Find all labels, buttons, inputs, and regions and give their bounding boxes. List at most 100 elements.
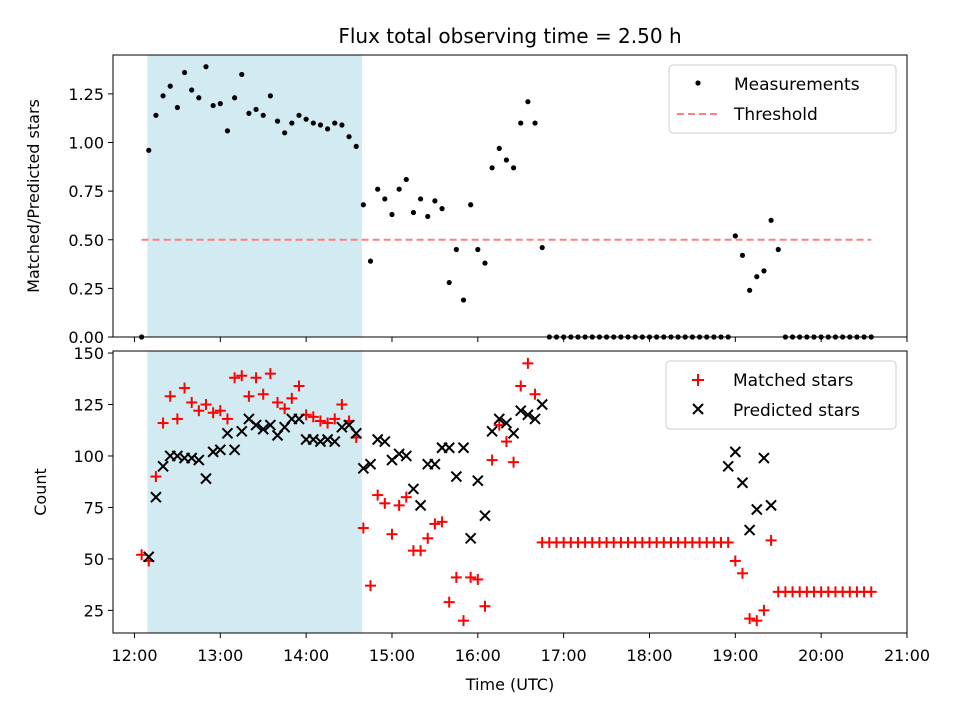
matched-star-point <box>214 405 226 417</box>
matched-star-point <box>429 518 441 530</box>
measurement-point <box>353 143 359 150</box>
predicted-star-point <box>507 427 520 440</box>
measurement-point <box>453 246 459 253</box>
predicted-star-point <box>236 425 248 437</box>
x-tick-label: 13:00 <box>197 646 243 665</box>
measurement-point <box>239 71 245 78</box>
matched-star-point <box>393 499 405 511</box>
predicted-star-point <box>143 551 155 563</box>
measurement-point <box>754 274 760 280</box>
matched-star-point <box>479 600 491 612</box>
measurement-point <box>196 95 202 101</box>
predicted-star-point <box>157 460 169 472</box>
matched-star-point <box>236 370 248 382</box>
predicted-star-point <box>393 448 405 460</box>
bottom-panel: 25 50 75 100 125 150 12:00 13:00 14:00 15:00 16:0… <box>31 344 930 694</box>
measurement-point <box>153 112 159 118</box>
matched-star-point <box>500 436 512 448</box>
top-legend-box <box>668 64 897 134</box>
predicted-star-point <box>350 427 362 440</box>
matched-star-point <box>493 419 505 431</box>
bottom-y-tick-label: 150 <box>73 344 104 363</box>
measurement-point <box>203 64 209 70</box>
matched-star-point <box>264 368 276 380</box>
measurement-point <box>210 102 216 109</box>
matched-star-point <box>515 380 527 392</box>
chart-title: Flux total observing time = 2.50 h <box>338 24 681 48</box>
measurement-point <box>375 186 381 192</box>
matched-star-point <box>279 403 291 415</box>
measurement-point <box>460 297 467 303</box>
predicted-star-point <box>293 413 305 425</box>
x-tick-label: 18:00 <box>626 646 672 665</box>
matched-star-point <box>322 417 334 429</box>
predicted-star-point <box>758 452 770 464</box>
predicted-legend-label: Predicted stars <box>733 401 860 421</box>
matched-star-point <box>243 390 255 402</box>
matched-star-point <box>372 489 384 501</box>
measurement-point <box>532 120 538 126</box>
matched-star-point <box>293 380 305 392</box>
bottom-y-tick-label: 125 <box>73 396 104 415</box>
bottom-y-tick-label: 50 <box>84 550 104 569</box>
measurement-point <box>417 196 424 202</box>
measurement-point <box>446 279 452 286</box>
measurement-point <box>403 176 409 183</box>
measurement-point <box>360 202 366 208</box>
measurement-point <box>389 211 395 218</box>
measurement-point <box>289 120 295 126</box>
measurement-point <box>747 287 753 293</box>
measurement-point <box>339 122 345 128</box>
top-y-tick-label: 0.00 <box>68 328 104 347</box>
predicted-star-point <box>536 398 548 411</box>
matched-star-point <box>758 604 770 616</box>
predicted-star-point <box>515 404 527 417</box>
measurement-point <box>732 233 738 239</box>
matched-star-point <box>221 413 233 425</box>
matched-legend-marker <box>692 374 704 386</box>
predicted-star-point <box>314 435 327 448</box>
matched-star-point <box>722 536 734 548</box>
top-y-tick-label: 0.25 <box>68 279 104 298</box>
matched-star-point <box>257 388 269 400</box>
top-y-tick-label: 0.50 <box>68 231 104 250</box>
predicted-star-point <box>379 435 391 448</box>
measurement-point <box>232 95 238 101</box>
bottom-panel-frame <box>112 350 908 634</box>
measurement-point <box>217 101 223 107</box>
measurement-point <box>146 147 152 153</box>
bottom-y-tick-label: 75 <box>84 498 104 517</box>
predicted-star-point <box>307 433 319 446</box>
matched-star-point <box>386 528 398 540</box>
matched-star-point <box>179 382 191 394</box>
predicted-star-point <box>729 446 742 458</box>
predicted-star-point <box>250 419 262 431</box>
x-tick-label: 15:00 <box>369 646 415 665</box>
matched-star-point <box>250 372 262 384</box>
measurement-point <box>489 165 495 171</box>
measurement-point <box>253 106 259 113</box>
measurement-point <box>167 83 173 89</box>
measurement-point <box>410 209 417 216</box>
measurement-point <box>475 246 481 253</box>
predicted-star-point <box>457 442 470 454</box>
predicted-star-point <box>185 452 198 464</box>
x-tick-label: 19:00 <box>712 646 758 665</box>
predicted-star-point <box>407 483 420 495</box>
predicted-legend-marker <box>692 403 704 415</box>
predicted-star-point <box>364 458 377 470</box>
bottom-legend: Matched stars Predicted stars <box>665 360 897 430</box>
predicted-star-point <box>500 417 513 429</box>
matched-star-point <box>415 545 427 557</box>
top-panel-frame <box>112 54 908 338</box>
measurement-point <box>181 69 188 76</box>
measurement-point <box>739 252 746 258</box>
predicted-stars-series <box>143 398 777 563</box>
predicted-star-point <box>472 474 484 487</box>
measurement-point <box>439 206 445 212</box>
bottom-legend-box <box>665 360 897 430</box>
bottom-y-tick-label: 100 <box>73 447 104 466</box>
measurement-point <box>310 120 316 126</box>
predicted-star-point <box>200 472 212 485</box>
matched-star-point <box>486 454 498 466</box>
